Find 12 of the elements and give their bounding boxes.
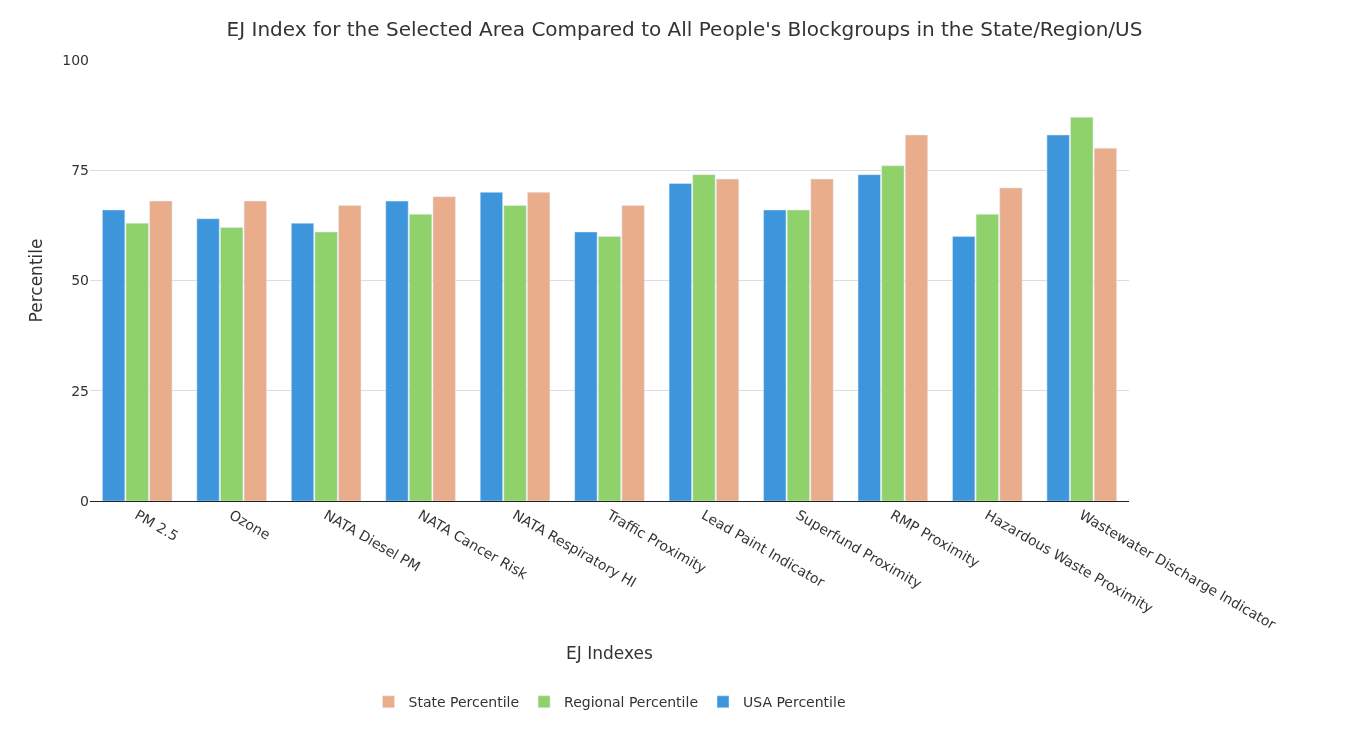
- y-tick-label: 50: [71, 272, 89, 289]
- y-tick-label: 100: [62, 51, 89, 68]
- y-tick-label: 75: [71, 162, 89, 179]
- y-tick-label: 0: [80, 492, 89, 509]
- x-tick-label: PM 2.5: [132, 506, 182, 545]
- y-axis-title: Percentile: [25, 238, 46, 323]
- x-axis-title: EJ Indexes: [566, 642, 654, 663]
- chart-title: EJ Index for the Selected Area Compared to All People's Blockgroups in the State/Region/US: [226, 16, 1143, 41]
- legend-label: Regional Percentile: [564, 694, 698, 711]
- y-tick-label: 25: [71, 382, 89, 399]
- legend-label: USA Percentile: [743, 694, 846, 711]
- legend-label: State Percentile: [408, 694, 520, 711]
